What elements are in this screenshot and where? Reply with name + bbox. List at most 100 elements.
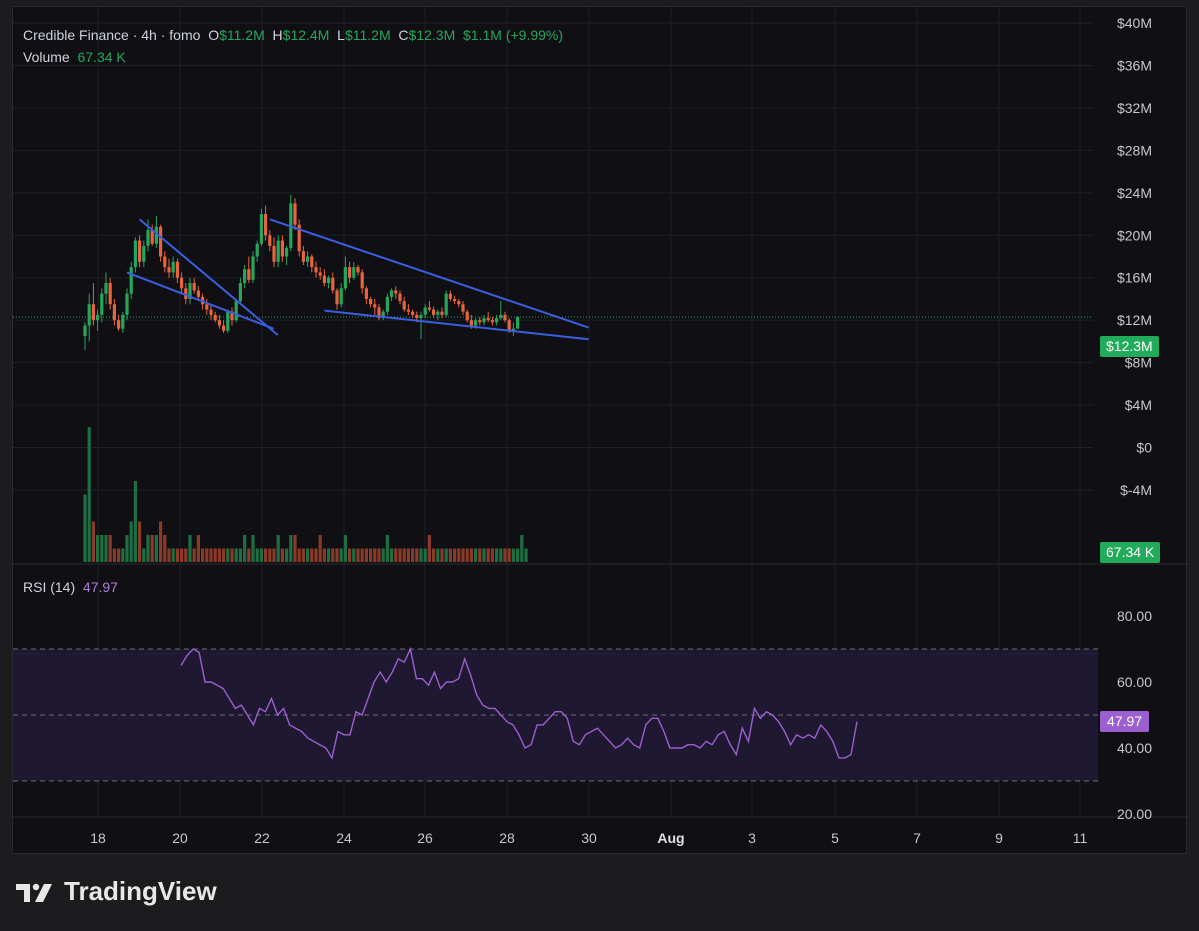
volume-bar (490, 548, 494, 562)
volume-bar (108, 535, 112, 562)
trendline (126, 271, 274, 330)
candle-body (448, 293, 452, 299)
trendline (138, 218, 279, 336)
candle-body (272, 245, 276, 262)
candle-body (222, 325, 226, 331)
volume-bar (469, 548, 473, 562)
rsi-tick-label: 20.00 (1117, 806, 1152, 822)
candle-body (373, 304, 377, 308)
volume-bar (314, 548, 318, 562)
volume-bar (427, 535, 431, 562)
volume-bar (301, 548, 305, 562)
candle-body (516, 316, 520, 329)
volume-bar (322, 548, 326, 562)
volume-bar (369, 548, 373, 562)
volume-bar (146, 535, 150, 562)
candle-body (226, 311, 230, 331)
volume-label: Volume (23, 49, 70, 65)
volume-bar (377, 548, 381, 562)
volume-bar (293, 535, 297, 562)
y-tick-label: $32M (1117, 100, 1152, 116)
high-value: $12.4M (282, 27, 330, 43)
volume-bar (184, 548, 188, 562)
candle-body (247, 269, 251, 280)
candle-body (474, 320, 478, 326)
candle-body (331, 277, 335, 291)
low-value: $11.2M (344, 27, 391, 43)
volume-bar (150, 535, 154, 562)
x-tick-label: 30 (581, 830, 597, 846)
open-value: $11.2M (219, 27, 265, 43)
last-rsi-tag: 47.97 (1100, 711, 1150, 732)
volume-bar (264, 548, 268, 562)
volume-bar (133, 481, 137, 562)
volume-bar (188, 535, 192, 562)
tradingview-logo[interactable]: TradingView (16, 876, 217, 907)
volume-bar (117, 548, 121, 562)
volume-bar (419, 548, 423, 562)
volume-legend: Volume 67.34 K (23, 49, 126, 65)
candle-body (209, 309, 213, 315)
candle-body (171, 261, 175, 273)
y-tick-label: $24M (1117, 185, 1152, 201)
candle-body (360, 272, 364, 289)
volume-bar (234, 548, 238, 562)
volume-bar (201, 548, 205, 562)
x-tick-label: 7 (913, 830, 921, 846)
candle-body (444, 293, 448, 315)
volume-bar (297, 548, 301, 562)
candle-body (154, 226, 158, 244)
candle-body (306, 256, 310, 262)
volume-bar (394, 548, 398, 562)
volume-bar (440, 548, 444, 562)
candle-body (499, 314, 503, 319)
symbol-label: Credible Finance · 4h · fomo (23, 27, 201, 43)
volume-bar (516, 548, 520, 562)
volume-bar (415, 548, 419, 562)
candle-body (133, 240, 137, 268)
candle-body (457, 301, 461, 305)
candle-body (259, 214, 263, 244)
brand-name: TradingView (64, 876, 217, 906)
rsi-legend: RSI (14) 47.97 (23, 579, 118, 595)
last-volume-tag: 67.34 K (1100, 542, 1161, 563)
candle-body (192, 283, 196, 291)
rsi-tick-label: 60.00 (1117, 674, 1152, 690)
close-label: C (398, 27, 409, 43)
rsi-tick-label: 80.00 (1117, 608, 1152, 624)
candle-body (285, 248, 289, 257)
candle-body (465, 311, 469, 321)
candle-body (121, 314, 125, 329)
volume-bar (411, 548, 415, 562)
volume-bar (499, 548, 503, 562)
low-label: L (337, 27, 345, 43)
x-tick-label: 5 (831, 830, 839, 846)
volume-bar (360, 548, 364, 562)
volume-bar (364, 548, 368, 562)
x-tick-label: 9 (995, 830, 1003, 846)
candle-body (495, 318, 499, 323)
candle-body (238, 283, 242, 302)
volume-bar (83, 494, 87, 562)
candle-body (394, 290, 398, 294)
candle-body (129, 267, 133, 294)
candle-body (507, 320, 511, 331)
y-tick-label: $16M (1117, 270, 1152, 286)
chart-canvas[interactable]: 18 20 22 24 26 28 30 Aug 3 5 7 9 11 $40M $36M $32M $28M $… (13, 7, 1188, 855)
x-tick-label: 28 (499, 830, 515, 846)
x-tick-label: 11 (1073, 830, 1088, 846)
candle-body (301, 251, 305, 262)
candle-body (419, 314, 423, 319)
volume-bar (104, 535, 108, 562)
volume-bar (217, 548, 221, 562)
volume-bar (339, 548, 343, 562)
volume-bar (448, 548, 452, 562)
candle-body (87, 304, 91, 326)
candle-body (280, 240, 284, 257)
volume-bar (192, 548, 196, 562)
candle-body (184, 288, 188, 299)
candle-body (159, 226, 163, 257)
volume-bar (209, 548, 213, 562)
volume-bar (171, 548, 175, 562)
candle-body (297, 224, 301, 252)
